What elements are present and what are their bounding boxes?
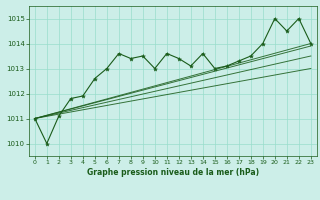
X-axis label: Graphe pression niveau de la mer (hPa): Graphe pression niveau de la mer (hPa) [87,168,259,177]
